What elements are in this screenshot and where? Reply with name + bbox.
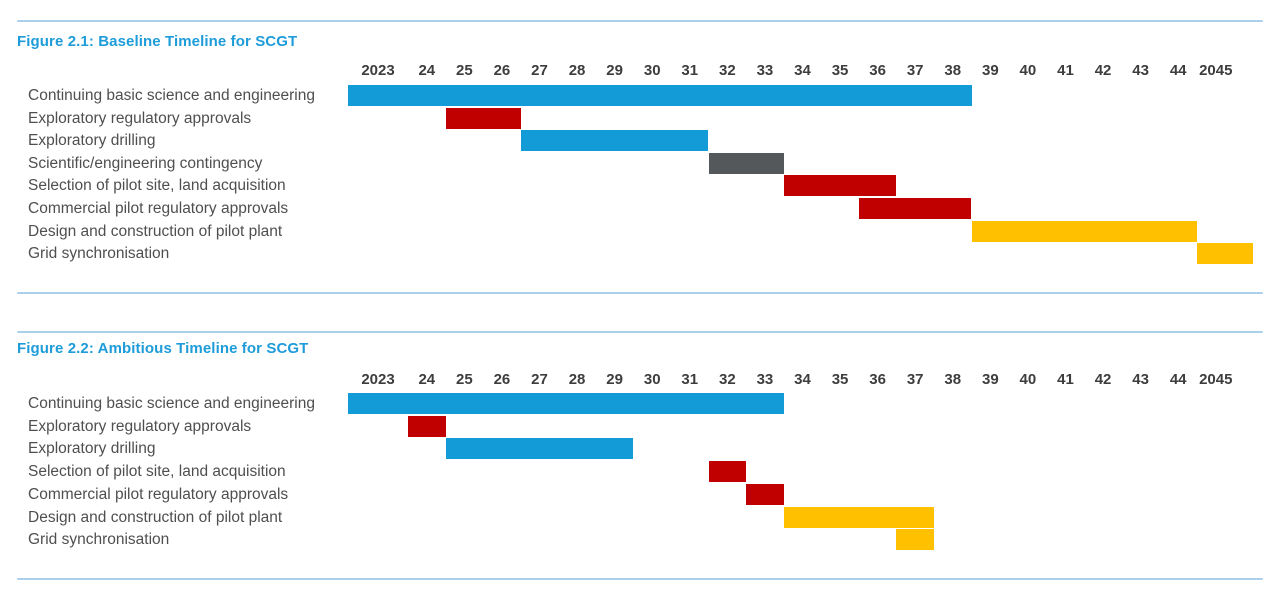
axis-tick-label: 40 <box>1019 62 1037 79</box>
axis-tick-label: 33 <box>756 371 774 388</box>
task-row-label: Exploratory drilling <box>28 440 156 457</box>
axis-tick-label: 2023 <box>361 62 395 79</box>
separator-line-top <box>17 20 1263 22</box>
gantt-bar-blue <box>520 130 709 151</box>
gantt-bar-gray <box>708 153 784 174</box>
axis-tick-label: 29 <box>606 371 623 388</box>
axis-tick-label: 44 <box>1169 62 1187 79</box>
axis-tick-label: 39 <box>981 371 999 388</box>
axis-tick-label: 36 <box>869 62 886 79</box>
gantt-bar-yellow <box>1197 243 1254 264</box>
task-row-label: Commercial pilot regulatory approvals <box>28 486 289 503</box>
task-row-label: Selection of pilot site, land acquisitio… <box>28 463 286 480</box>
gantt-bar-yellow <box>971 221 1197 242</box>
axis-tick-label: 2045 <box>1199 62 1233 79</box>
axis-tick-label: 35 <box>831 62 849 79</box>
axis-tick-label: 34 <box>794 62 811 79</box>
axis-tick-label: 41 <box>1057 371 1074 388</box>
figure-1-title: Figure 2.1: Baseline Timeline for SCGT <box>17 33 298 50</box>
axis-tick-label: 38 <box>944 62 962 79</box>
axis-tick-label: 39 <box>981 62 999 79</box>
axis-tick-label: 25 <box>456 371 473 388</box>
task-row-label: Exploratory regulatory approvals <box>28 418 252 435</box>
axis-tick-label: 30 <box>643 62 661 79</box>
separator-line-middle-2 <box>17 331 1263 333</box>
axis-tick-label: 42 <box>1094 371 1112 388</box>
axis-tick-label: 33 <box>756 62 774 79</box>
task-row-label: Grid synchronisation <box>28 531 170 548</box>
axis-tick-label: 35 <box>831 371 849 388</box>
gantt-bar-red <box>746 484 784 505</box>
axis-tick-label: 37 <box>906 371 924 388</box>
axis-tick-label: 42 <box>1094 62 1112 79</box>
axis-tick-label: 38 <box>944 371 962 388</box>
task-row-label: Commercial pilot regulatory approvals <box>28 200 289 217</box>
axis-tick-label: 32 <box>719 371 736 388</box>
axis-tick-label: 32 <box>719 62 736 79</box>
task-row-label: Design and construction of pilot plant <box>28 509 283 526</box>
axis-tick-label: 31 <box>681 371 699 388</box>
axis-tick-label: 40 <box>1019 371 1037 388</box>
axis-tick-label: 31 <box>681 62 699 79</box>
task-row-label: Grid synchronisation <box>28 245 170 262</box>
gantt-bar-blue <box>445 438 634 459</box>
axis-tick-label: 27 <box>531 371 548 388</box>
task-row-label: Scientific/engineering contingency <box>28 155 263 172</box>
axis-tick-label: 2045 <box>1199 371 1233 388</box>
gantt-bar-blue <box>348 393 784 414</box>
figure-2-title: Figure 2.2: Ambitious Timeline for SCGT <box>17 340 309 357</box>
axis-tick-label: 34 <box>794 371 811 388</box>
gantt-bar-red <box>783 175 897 196</box>
axis-tick-label: 37 <box>906 62 924 79</box>
axis-tick-label: 41 <box>1057 62 1074 79</box>
axis-tick-label: 44 <box>1169 371 1187 388</box>
gantt-bar-yellow <box>783 507 934 528</box>
task-row-label: Continuing basic science and engineering <box>28 395 315 412</box>
gantt-bar-yellow <box>896 529 934 550</box>
task-row-label: Exploratory regulatory approvals <box>28 110 252 127</box>
task-row-label: Continuing basic science and engineering <box>28 87 315 104</box>
axis-tick-label: 24 <box>418 371 436 388</box>
axis-tick-label: 26 <box>493 371 511 388</box>
axis-tick-label: 43 <box>1132 62 1149 79</box>
axis-tick-label: 27 <box>531 62 548 79</box>
axis-tick-label: 43 <box>1132 371 1149 388</box>
separator-line-middle-1 <box>17 292 1263 294</box>
task-row-label: Design and construction of pilot plant <box>28 223 283 240</box>
gantt-bar-red <box>708 461 747 482</box>
gantt-bar-red <box>858 198 972 219</box>
axis-tick-label: 30 <box>643 371 661 388</box>
axis-tick-label: 26 <box>493 62 511 79</box>
gantt-bar-blue <box>348 85 972 106</box>
gantt-bar-red <box>408 416 446 437</box>
axis-tick-label: 2023 <box>361 371 395 388</box>
gantt-bar-red <box>445 108 521 129</box>
separator-line-bottom <box>17 578 1263 580</box>
axis-tick-label: 29 <box>606 62 623 79</box>
task-row-label: Selection of pilot site, land acquisitio… <box>28 177 286 194</box>
axis-tick-label: 24 <box>418 62 436 79</box>
task-row-label: Exploratory drilling <box>28 132 156 149</box>
axis-tick-label: 28 <box>568 371 586 388</box>
axis-tick-label: 28 <box>568 62 586 79</box>
axis-tick-label: 25 <box>456 62 473 79</box>
axis-tick-label: 36 <box>869 371 886 388</box>
